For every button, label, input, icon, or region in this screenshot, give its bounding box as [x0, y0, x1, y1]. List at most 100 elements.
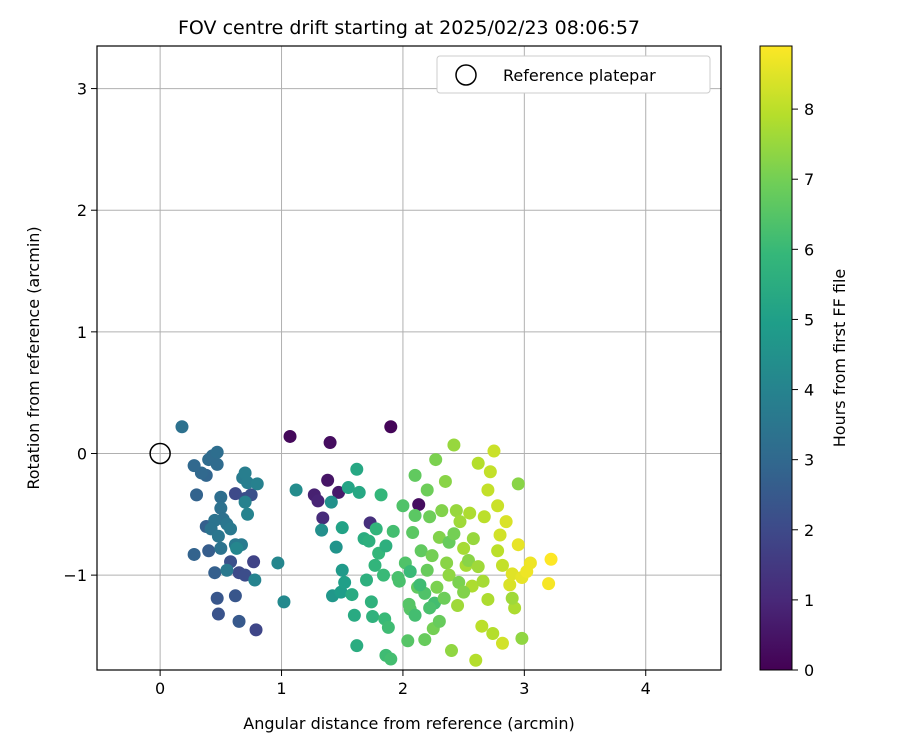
data-point [444, 644, 458, 658]
data-point [214, 501, 228, 515]
data-point [457, 585, 471, 599]
legend-box [436, 55, 711, 94]
data-point [347, 608, 361, 622]
data-point [238, 466, 252, 480]
y-tick-label: −1 [63, 566, 87, 585]
data-point [487, 444, 501, 458]
data-point [495, 636, 509, 650]
colorbar-tick-label: 5 [804, 310, 814, 329]
data-point [414, 544, 428, 558]
data-point [471, 560, 485, 574]
data-point [316, 511, 330, 525]
legend-marker-reference [455, 64, 477, 86]
data-point [429, 453, 443, 467]
data-point [452, 575, 466, 589]
x-tick-label: 0 [155, 679, 165, 698]
data-point [208, 566, 222, 580]
data-point [345, 588, 359, 602]
data-point [425, 549, 439, 563]
data-point [515, 631, 529, 645]
data-point [350, 639, 364, 653]
data-point [442, 568, 456, 582]
data-point [247, 555, 261, 569]
data-point [238, 568, 252, 582]
data-point [438, 474, 452, 488]
data-point [362, 534, 376, 548]
colorbar-gradient [759, 45, 793, 671]
data-point [475, 619, 489, 633]
data-point [214, 541, 228, 555]
x-axis-ticks: 0 1 2 3 4 [155, 670, 651, 698]
data-point [210, 457, 224, 471]
data-point [323, 436, 337, 450]
data-point [250, 477, 264, 491]
data-point [466, 532, 480, 546]
data-point [202, 544, 216, 558]
data-point [420, 563, 434, 577]
data-point [481, 592, 495, 606]
data-point [220, 563, 234, 577]
data-point [368, 558, 382, 572]
data-point [350, 462, 364, 476]
data-point [499, 515, 513, 529]
data-point [352, 485, 366, 499]
data-point [377, 568, 391, 582]
data-point [408, 509, 422, 523]
data-point [451, 599, 465, 613]
data-point [491, 499, 505, 513]
data-point [483, 465, 497, 479]
data-point [408, 608, 422, 622]
legend: Reference platepar [436, 55, 711, 94]
data-point [457, 541, 471, 555]
data-points [175, 420, 558, 667]
y-tick-label: 0 [77, 444, 87, 463]
data-point [277, 595, 291, 609]
colorbar: 0 1 2 3 4 5 6 7 8 Hours from first FF file [759, 45, 849, 680]
colorbar-tick-label: 6 [804, 240, 814, 259]
plot-frame [96, 45, 722, 671]
data-point [224, 522, 238, 536]
data-point [271, 556, 285, 570]
data-point [406, 526, 420, 540]
data-point [211, 529, 225, 543]
data-point [228, 589, 242, 603]
data-point [401, 634, 415, 648]
data-point [423, 601, 437, 615]
data-point [495, 558, 509, 572]
x-axis-label: Angular distance from reference (arcmin) [243, 714, 574, 733]
colorbar-tick-label: 2 [804, 521, 814, 540]
data-point [187, 547, 201, 561]
data-point [248, 573, 262, 587]
data-point [210, 445, 224, 459]
data-point [432, 614, 446, 628]
data-point [366, 609, 380, 623]
legend-label-reference: Reference platepar [503, 66, 656, 85]
y-axis-label: Rotation from reference (arcmin) [24, 226, 43, 489]
data-point [329, 540, 343, 554]
data-point [463, 506, 477, 520]
x-tick-label: 4 [641, 679, 651, 698]
data-point [396, 499, 410, 513]
data-point [241, 507, 255, 521]
data-point [211, 607, 225, 621]
data-point [335, 563, 349, 577]
data-point [241, 476, 255, 490]
data-point [503, 578, 517, 592]
data-point [544, 552, 558, 566]
data-point [338, 575, 352, 589]
y-axis-ticks: −1 0 1 2 3 [63, 80, 97, 585]
data-point [369, 522, 383, 536]
data-point [437, 591, 451, 605]
data-point [311, 494, 325, 508]
data-point [449, 504, 463, 518]
data-point [477, 510, 491, 524]
data-point [283, 429, 297, 443]
data-point [447, 527, 461, 541]
data-point [289, 483, 303, 497]
data-point [232, 614, 246, 628]
data-point [453, 515, 467, 529]
y-tick-label: 3 [77, 80, 87, 99]
data-point [511, 477, 525, 491]
data-point [374, 488, 388, 502]
data-point [493, 528, 507, 542]
